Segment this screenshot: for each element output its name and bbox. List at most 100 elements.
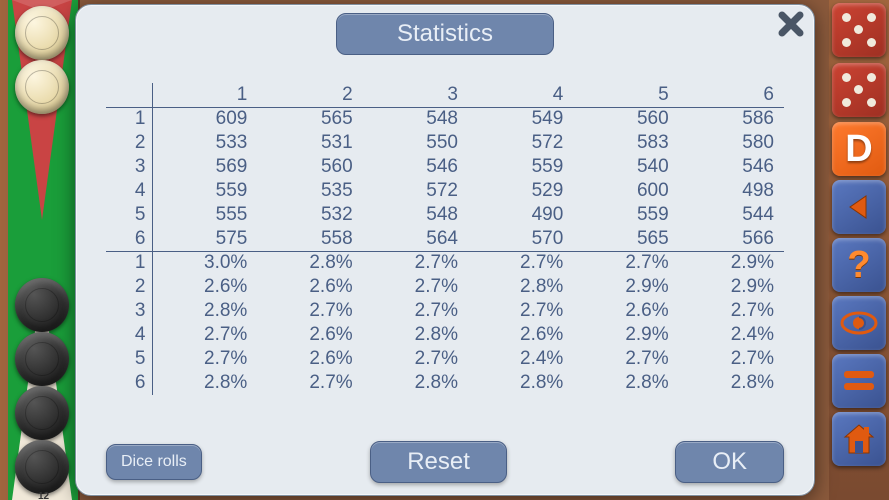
close-button[interactable]: [774, 7, 808, 41]
cell: 559: [573, 203, 678, 227]
table-row: 62.8%2.7%2.8%2.8%2.8%2.8%: [106, 371, 784, 395]
cell: 2.7%: [679, 347, 784, 371]
app-root: 13 12 D ?: [0, 0, 889, 500]
cell: 2.8%: [363, 371, 468, 395]
ok-button[interactable]: OK: [675, 441, 784, 483]
table-row: 13.0%2.8%2.7%2.7%2.7%2.9%: [106, 251, 784, 275]
cell: 2.7%: [573, 347, 678, 371]
cell: 2.7%: [468, 251, 573, 275]
cell: 2.9%: [679, 275, 784, 299]
row-header: 6: [106, 227, 152, 251]
cell: 548: [363, 203, 468, 227]
back-button[interactable]: [832, 180, 886, 234]
row-header: 6: [106, 371, 152, 395]
checker-light[interactable]: [15, 6, 69, 60]
cell: 2.8%: [468, 275, 573, 299]
dice-rolls-button[interactable]: Dice rolls: [106, 444, 202, 480]
cell: 569: [152, 155, 257, 179]
cell: 498: [679, 179, 784, 203]
col-header: 1: [152, 83, 257, 107]
row-header: 4: [106, 323, 152, 347]
row-header: 3: [106, 155, 152, 179]
cell: 2.6%: [152, 275, 257, 299]
menu-button[interactable]: [832, 354, 886, 408]
help-icon: ?: [847, 244, 870, 287]
die-icon[interactable]: [832, 3, 886, 57]
home-icon: [841, 421, 877, 457]
table-row: 52.7%2.6%2.7%2.4%2.7%2.7%: [106, 347, 784, 371]
stats-table-wrap: 123456 160956554854956058625335315505725…: [106, 83, 784, 433]
table-row: 1609565548549560586: [106, 107, 784, 131]
checker-dark[interactable]: [15, 440, 69, 494]
checker-dark[interactable]: [15, 278, 69, 332]
button-row: Dice rolls Reset OK: [106, 441, 784, 483]
help-button[interactable]: ?: [832, 238, 886, 292]
cell: 546: [679, 155, 784, 179]
cell: 572: [363, 179, 468, 203]
row-header: 3: [106, 299, 152, 323]
cell: 580: [679, 131, 784, 155]
table-row: 42.7%2.6%2.8%2.6%2.9%2.4%: [106, 323, 784, 347]
view-button[interactable]: [832, 296, 886, 350]
point-number-bottom: 12: [38, 491, 49, 500]
close-icon: [777, 10, 805, 38]
cell: 565: [257, 107, 362, 131]
cell: 490: [468, 203, 573, 227]
cell: 2.6%: [257, 323, 362, 347]
table-row: 32.8%2.7%2.7%2.7%2.6%2.7%: [106, 299, 784, 323]
row-header: 4: [106, 179, 152, 203]
stats-table: 123456 160956554854956058625335315505725…: [106, 83, 784, 395]
modal-title: Statistics: [336, 13, 554, 55]
col-header: 5: [573, 83, 678, 107]
checker-light[interactable]: [15, 60, 69, 114]
cell: 2.6%: [257, 275, 362, 299]
table-row: 3569560546559540546: [106, 155, 784, 179]
cell: 2.4%: [679, 323, 784, 347]
cell: 609: [152, 107, 257, 131]
cell: 533: [152, 131, 257, 155]
cell: 2.7%: [573, 251, 678, 275]
menu-icon: [842, 367, 876, 395]
cell: 2.7%: [363, 299, 468, 323]
cell: 2.6%: [573, 299, 678, 323]
die-icon[interactable]: [832, 63, 886, 117]
cell: 2.7%: [468, 299, 573, 323]
checker-dark[interactable]: [15, 386, 69, 440]
cell: 550: [363, 131, 468, 155]
cell: 549: [468, 107, 573, 131]
checker-dark[interactable]: [15, 332, 69, 386]
cell: 560: [257, 155, 362, 179]
statistics-modal: Statistics 123456 1609565548549560586253…: [75, 4, 815, 496]
col-header: 2: [257, 83, 362, 107]
row-header: 5: [106, 203, 152, 227]
cell: 559: [468, 155, 573, 179]
table-row: 22.6%2.6%2.7%2.8%2.9%2.9%: [106, 275, 784, 299]
cell: 548: [363, 107, 468, 131]
cell: 560: [573, 107, 678, 131]
cell: 600: [573, 179, 678, 203]
cell: 2.7%: [363, 275, 468, 299]
cell: 583: [573, 131, 678, 155]
table-row: 2533531550572583580: [106, 131, 784, 155]
board-background: 13 12: [0, 0, 80, 500]
col-header: 4: [468, 83, 573, 107]
cell: 2.8%: [257, 251, 362, 275]
cell: 2.9%: [679, 251, 784, 275]
cell: 544: [679, 203, 784, 227]
reset-button[interactable]: Reset: [370, 441, 507, 483]
col-header: 6: [679, 83, 784, 107]
row-header: 5: [106, 347, 152, 371]
cell: 2.8%: [468, 371, 573, 395]
cell: 529: [468, 179, 573, 203]
cell: 540: [573, 155, 678, 179]
double-button[interactable]: D: [832, 122, 886, 176]
back-icon: [844, 192, 874, 222]
cell: 2.9%: [573, 275, 678, 299]
cell: 570: [468, 227, 573, 251]
col-header: 3: [363, 83, 468, 107]
cell: 565: [573, 227, 678, 251]
row-header: 2: [106, 131, 152, 155]
home-button[interactable]: [832, 412, 886, 466]
sidebar: D ?: [829, 0, 889, 500]
cell: 2.8%: [679, 371, 784, 395]
